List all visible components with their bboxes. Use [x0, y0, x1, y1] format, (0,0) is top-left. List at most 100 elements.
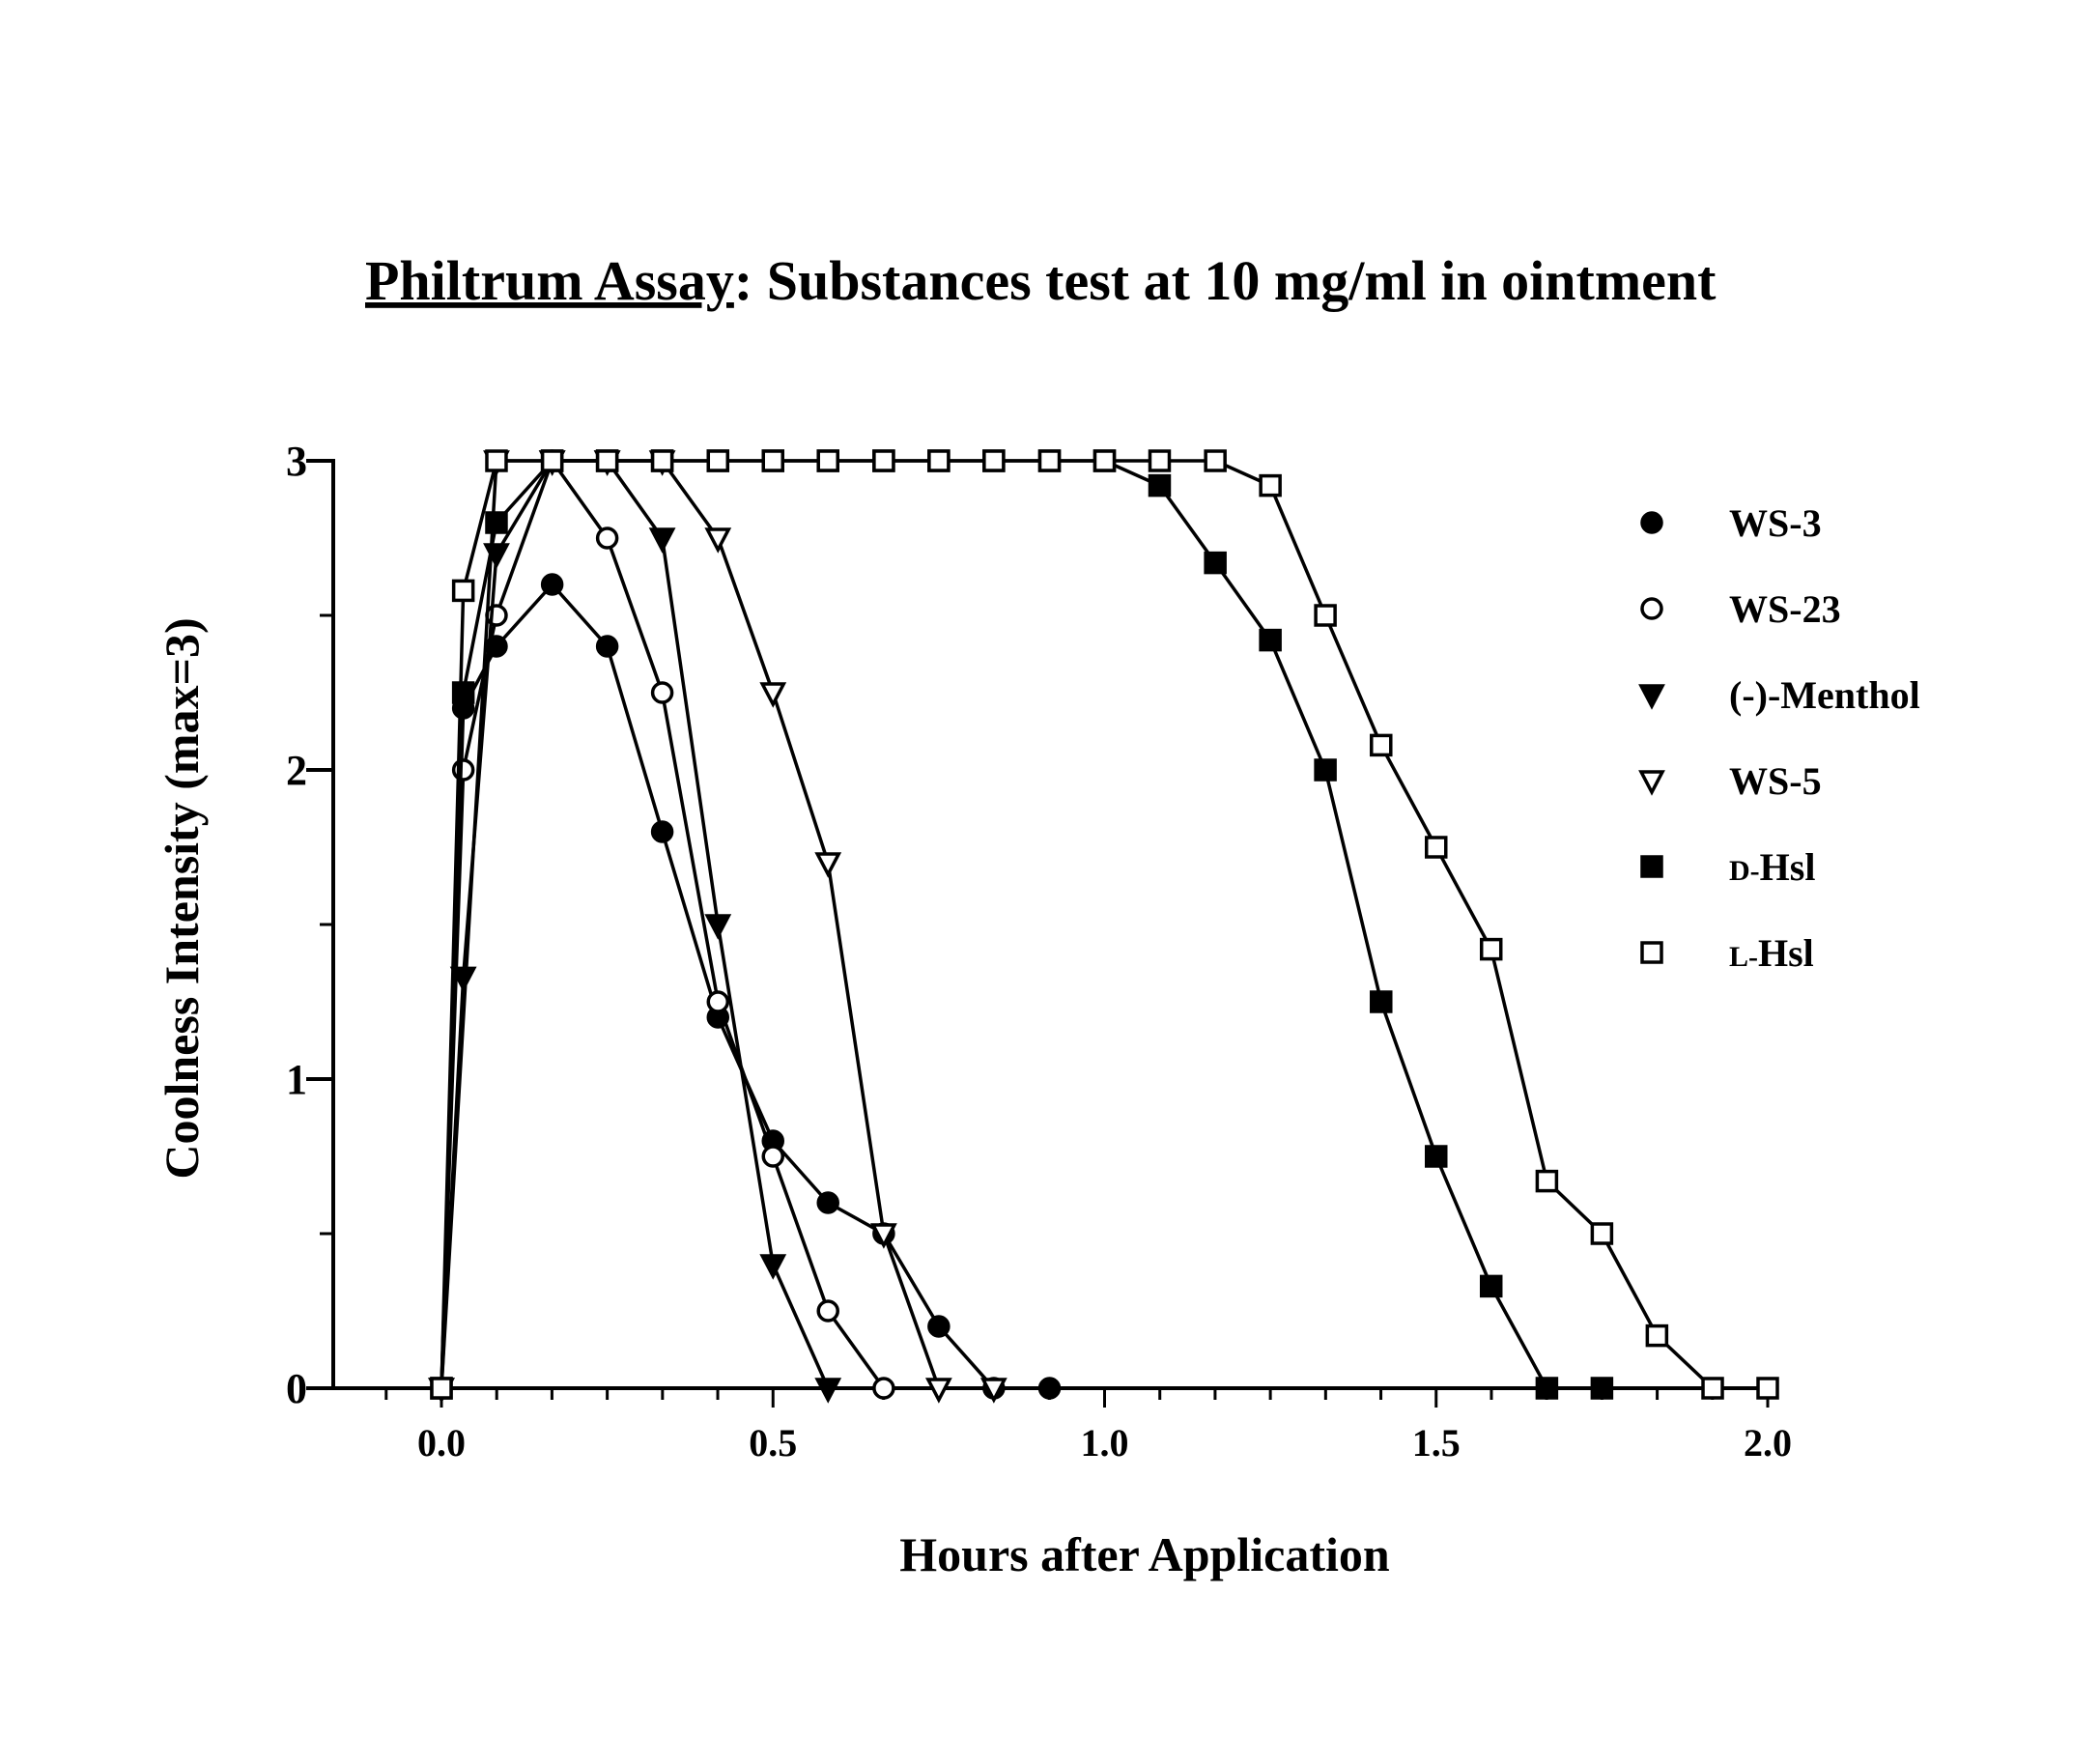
data-point-ws-3: [1040, 1379, 1060, 1398]
series-layer: [431, 451, 1777, 1400]
data-point-l-hsl: [1372, 735, 1391, 754]
legend-label-menthol: (-)-Menthol: [1729, 673, 1920, 717]
legend-marker-ws-23: [1642, 599, 1661, 618]
legend-label-ws-23: WS-23: [1729, 587, 1841, 631]
data-point-l-hsl: [1482, 940, 1501, 959]
legend-item-menthol: (-)-Menthol: [1641, 673, 1920, 717]
data-point-l-hsl: [487, 451, 506, 470]
series-line-l-hsl: [441, 461, 1768, 1388]
philtrum-assay-chart: Philtrum Assay: Substances test at 10 mg…: [0, 0, 2100, 1764]
data-point-l-hsl: [984, 451, 1004, 470]
x-axis-label: Hours after Application: [899, 1527, 1390, 1581]
data-point-menthol: [762, 1256, 783, 1276]
data-point-l-hsl: [454, 581, 473, 600]
data-point-ws-5: [707, 529, 728, 550]
legend-item-ws-23: WS-23: [1642, 587, 1841, 631]
data-point-ws-5: [762, 684, 783, 704]
x-tick-label: 0.0: [417, 1421, 466, 1465]
data-point-d-hsl: [1149, 476, 1169, 496]
chart-title-underlined: Philtrum Assay: [365, 249, 734, 312]
data-point-l-hsl: [1703, 1379, 1722, 1398]
data-point-d-hsl: [1592, 1379, 1611, 1398]
chart-title: Philtrum Assay: Substances test at 10 mg…: [365, 249, 1717, 312]
legend-label-d-hsl: D-Hsl: [1729, 845, 1815, 889]
x-tick-label: 2.0: [1744, 1421, 1792, 1465]
data-point-l-hsl: [598, 451, 617, 470]
data-point-l-hsl: [763, 451, 782, 470]
data-point-d-hsl: [1316, 760, 1335, 780]
data-point-l-hsl: [653, 451, 672, 470]
data-point-ws-3: [818, 1193, 837, 1212]
series-line-ws-23: [441, 461, 884, 1388]
data-point-ws-23: [708, 992, 727, 1011]
data-point-l-hsl: [543, 451, 562, 470]
legend: WS-3 WS-23 (-)-Menthol WS-5 D-Hsl L-Hsl: [1641, 501, 1920, 975]
data-point-ws-23: [763, 1147, 782, 1166]
data-point-ws-3: [929, 1317, 949, 1336]
y-tick-label: 0: [286, 1365, 307, 1412]
svg-text:Philtrum Assay: Substances te: Philtrum Assay: Substances test at 10 mg…: [365, 249, 1717, 312]
legend-item-ws-3: WS-3: [1642, 501, 1822, 545]
y-tick-label: 2: [286, 747, 307, 794]
data-point-l-hsl: [1537, 1172, 1556, 1191]
legend-label-ws-5: WS-5: [1729, 759, 1822, 803]
data-point-l-hsl: [1427, 838, 1446, 857]
data-point-menthol: [707, 916, 728, 936]
data-point-l-hsl: [818, 451, 837, 470]
data-point-l-hsl: [432, 1379, 451, 1398]
legend-marker-l-hsl: [1642, 943, 1661, 962]
axes: 0 1 2 3 0.0 0.5 1.0 1.5 2.0: [286, 438, 1792, 1465]
series-l-hsl: [432, 451, 1777, 1398]
x-tick-label: 1.0: [1081, 1421, 1129, 1465]
series-menthol: [431, 452, 838, 1400]
data-point-ws-23: [653, 683, 672, 702]
y-axis-label: Coolness Intensity (max=3): [155, 617, 209, 1179]
data-point-ws-3: [543, 575, 562, 594]
data-point-ws-3: [653, 822, 672, 841]
x-tick-label: 0.5: [749, 1421, 797, 1465]
series-line-d-hsl: [441, 461, 1602, 1388]
x-tick-label: 1.5: [1412, 1421, 1461, 1465]
data-point-l-hsl: [1592, 1224, 1611, 1243]
data-point-d-hsl: [1372, 992, 1391, 1011]
data-point-d-hsl: [1427, 1147, 1446, 1166]
data-point-d-hsl: [1206, 554, 1225, 573]
data-point-l-hsl: [1758, 1379, 1777, 1398]
data-point-d-hsl: [1482, 1276, 1501, 1295]
data-point-ws-3: [598, 637, 617, 656]
legend-marker-menthol: [1641, 686, 1662, 706]
data-point-l-hsl: [1095, 451, 1115, 470]
series-ws-23: [432, 451, 894, 1398]
data-point-l-hsl: [1316, 606, 1335, 625]
data-point-l-hsl: [1206, 451, 1225, 470]
data-point-l-hsl: [708, 451, 727, 470]
data-point-l-hsl: [1040, 451, 1060, 470]
legend-marker-d-hsl: [1642, 857, 1661, 876]
data-point-ws-5: [817, 854, 838, 874]
data-point-ws-23: [598, 528, 617, 548]
data-point-l-hsl: [929, 451, 949, 470]
data-point-menthol: [652, 529, 673, 550]
series-ws-3: [432, 575, 1060, 1398]
data-point-d-hsl: [1537, 1379, 1556, 1398]
data-point-d-hsl: [1261, 631, 1280, 650]
chart-title-rest: : Substances test at 10 mg/ml in ointmen…: [734, 249, 1717, 312]
series-line-menthol: [441, 461, 828, 1388]
legend-label-l-hsl: L-Hsl: [1729, 931, 1814, 975]
data-point-l-hsl: [1647, 1326, 1666, 1346]
series-d-hsl: [432, 451, 1611, 1398]
data-point-ws-23: [818, 1301, 837, 1321]
data-point-l-hsl: [1261, 476, 1280, 496]
y-tick-label: 3: [286, 438, 307, 485]
legend-item-ws-5: WS-5: [1641, 759, 1822, 803]
y-tick-label: 1: [286, 1056, 307, 1103]
series-line-ws-3: [441, 584, 1050, 1388]
data-point-d-hsl: [487, 513, 506, 532]
data-point-ws-23: [874, 1379, 894, 1398]
data-point-l-hsl: [874, 451, 894, 470]
data-point-d-hsl: [454, 683, 473, 702]
legend-label-ws-3: WS-3: [1729, 501, 1822, 545]
data-point-l-hsl: [1149, 451, 1169, 470]
legend-item-l-hsl: L-Hsl: [1642, 931, 1814, 975]
legend-marker-ws-5: [1641, 772, 1662, 792]
